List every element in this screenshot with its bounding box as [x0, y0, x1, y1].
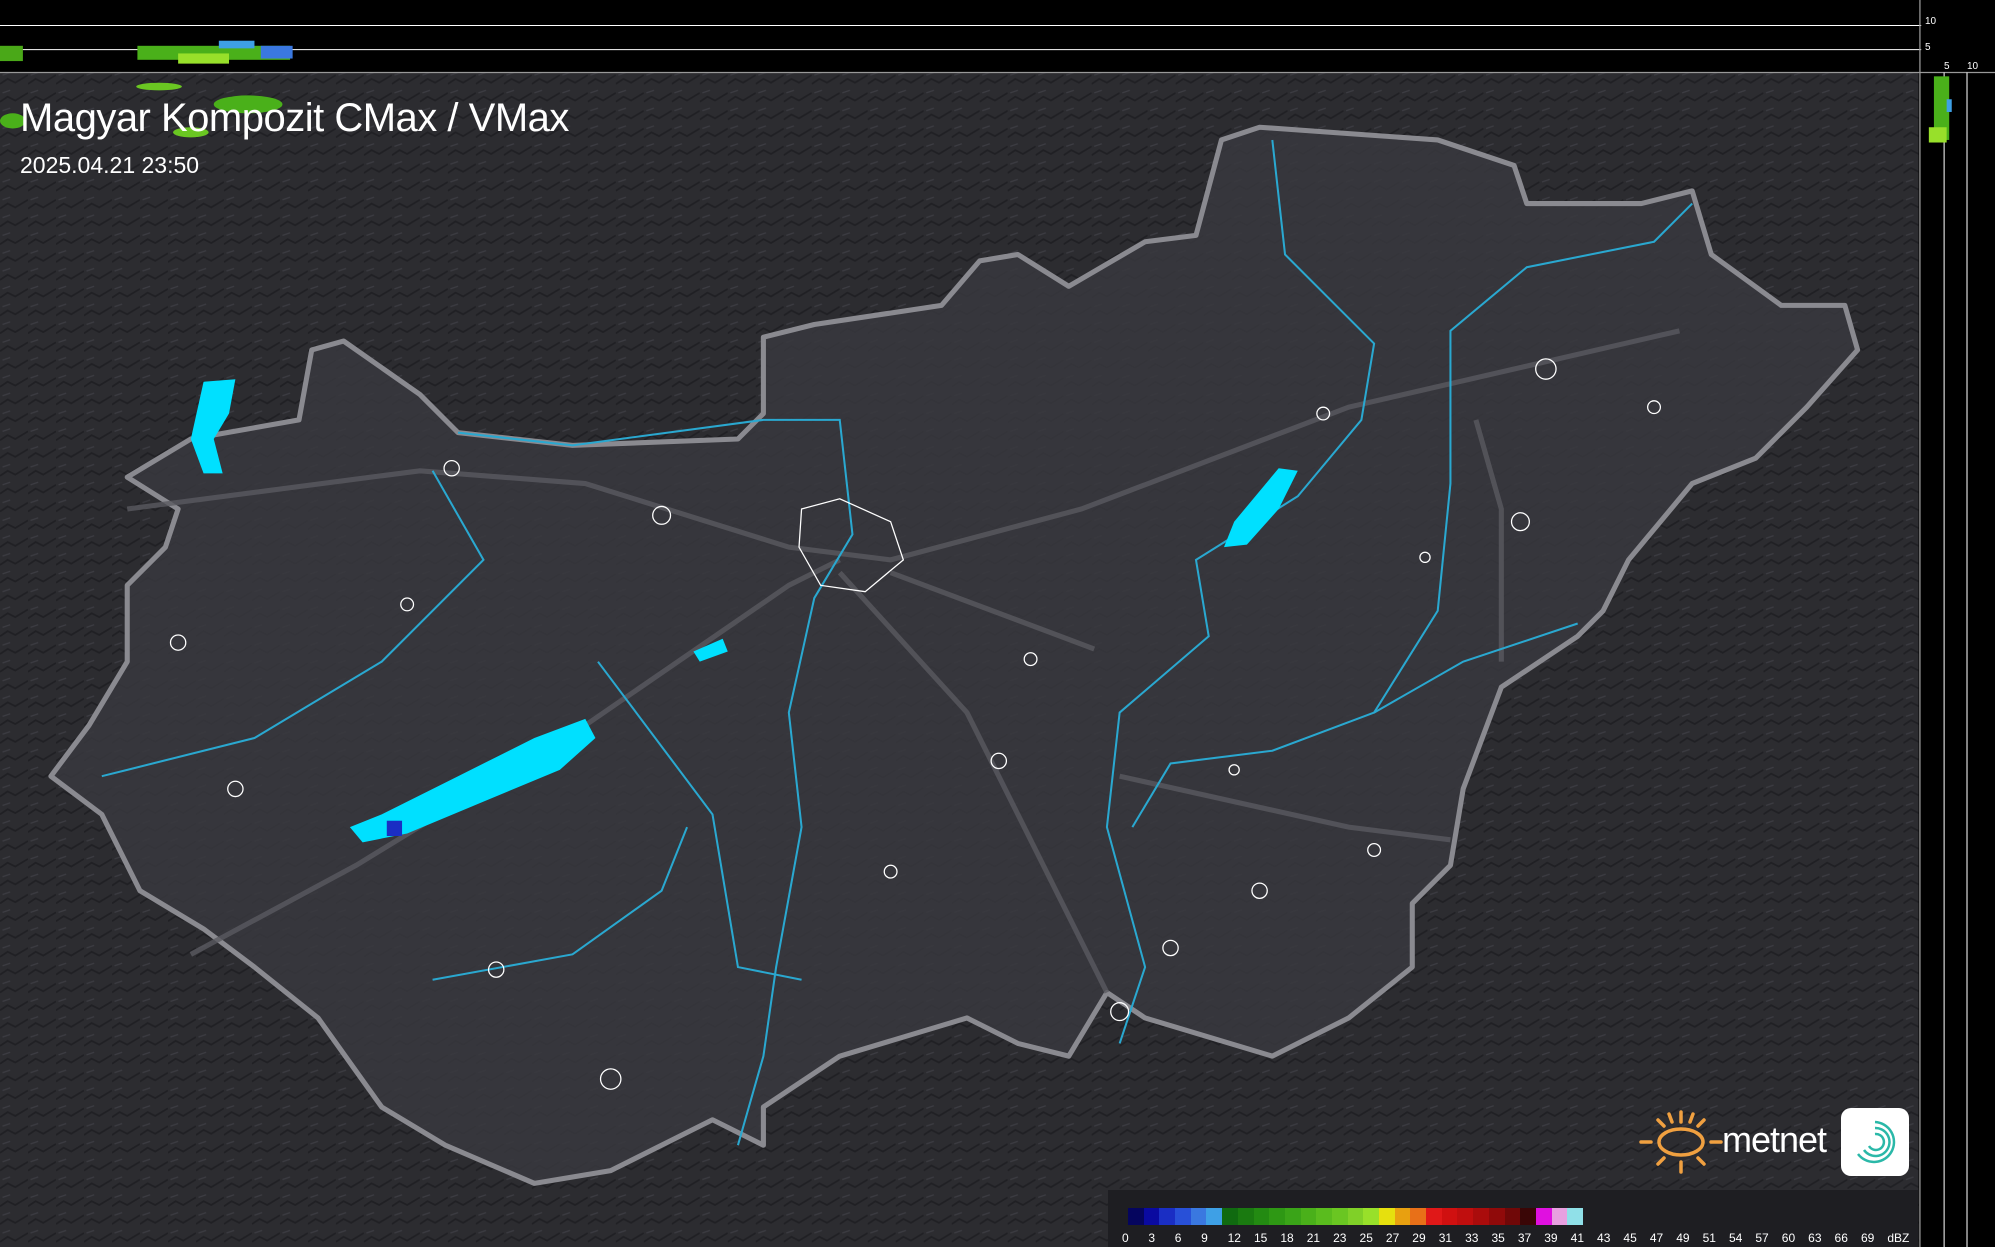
legend-tick: 15: [1253, 1231, 1268, 1245]
legend-tick: 57: [1755, 1231, 1769, 1245]
legend-swatch: [1190, 1208, 1207, 1225]
legend-tick: 43: [1597, 1231, 1611, 1245]
profile-echoes: [0, 40, 1952, 143]
legend-tick: 51: [1702, 1231, 1716, 1245]
legend-swatch: [1394, 1208, 1411, 1225]
legend-tick: 0: [1122, 1231, 1129, 1245]
legend-swatch: [1473, 1208, 1489, 1225]
legend-tick: 41: [1570, 1231, 1584, 1245]
legend-tick: 27: [1385, 1231, 1400, 1245]
dbz-color-legend: 0 3 6 9 12 15 18 21 23 25 27 29 31 33 35 37 39 41 43 45 47 49…: [1108, 1190, 1918, 1247]
profile-tick: 5: [1944, 61, 1950, 72]
rivers: [101, 139, 1693, 1146]
profile-tick: 10: [1925, 16, 1937, 27]
legend-tick: 37: [1517, 1231, 1532, 1245]
legend-tick: 35: [1491, 1231, 1505, 1245]
legend-swatch: [1504, 1208, 1521, 1225]
legend-tick: 54: [1728, 1231, 1743, 1245]
legend-tick: 18: [1280, 1231, 1294, 1245]
lake-velence: [693, 638, 728, 662]
legend-tick: 12: [1227, 1231, 1241, 1245]
legend-color-bar: [1128, 1208, 1583, 1225]
swirl-icon: [1857, 1120, 1896, 1164]
legend-swatch: [1284, 1208, 1301, 1225]
legend-swatch: [1253, 1208, 1270, 1225]
legend-swatch: [1457, 1208, 1474, 1225]
legend-swatch: [1347, 1208, 1364, 1225]
profile-strip-side: [1918, 0, 1995, 1247]
metnet-logo: metnet: [1636, 1104, 1911, 1184]
legend-tick: 49: [1676, 1231, 1690, 1245]
legend-swatch: [1237, 1208, 1254, 1225]
lake-tisza: [1223, 468, 1298, 548]
sun-icon: [1639, 1110, 1723, 1174]
legend-tick: 47: [1649, 1231, 1664, 1245]
legend-swatch: [1426, 1208, 1442, 1225]
legend-swatch: [1316, 1208, 1332, 1225]
lakes: [190, 379, 1298, 843]
map-title: Magyar Kompozit CMax / VMax: [20, 96, 569, 140]
legend-tick: 33: [1465, 1231, 1479, 1245]
legend-swatch: [1206, 1208, 1223, 1225]
logo-wordmark: metnet: [1722, 1119, 1827, 1160]
legend-swatch: [1128, 1208, 1144, 1225]
legend-swatch: [1410, 1208, 1427, 1225]
legend-tick: 66: [1834, 1231, 1848, 1245]
legend-tick: 23: [1333, 1231, 1347, 1245]
legend-tick: 21: [1306, 1231, 1321, 1245]
legend-tick: 69: [1860, 1231, 1875, 1245]
legend-swatch: [1175, 1208, 1191, 1225]
legend-swatch: [1300, 1208, 1317, 1225]
legend-tick: 25: [1359, 1231, 1373, 1245]
legend-swatch: [1159, 1208, 1176, 1225]
legend-swatch: [1363, 1208, 1379, 1225]
radar-echo: [386, 820, 403, 836]
legend-tick: 31: [1438, 1231, 1453, 1245]
legend-swatch: [1331, 1208, 1348, 1225]
legend-ticks: 0 3 6 9 12 15 18 21 23 25 27 29 31 33 35 37 39 41 43 45 47 49…: [1122, 1231, 1914, 1245]
legend-tick: 6: [1174, 1231, 1182, 1245]
legend-swatch: [1143, 1208, 1160, 1225]
legend-swatch: [1520, 1208, 1536, 1225]
legend-swatch: [1551, 1208, 1568, 1225]
legend-tick: 29: [1412, 1231, 1426, 1245]
settlements: [169, 358, 1662, 1090]
legend-swatch: [1488, 1208, 1505, 1225]
legend-tick: 45: [1623, 1231, 1637, 1245]
profile-strip-top: [0, 0, 1995, 73]
legend-swatch: [1222, 1208, 1238, 1225]
radar-echoes: [0, 82, 283, 138]
legend-tick: 39: [1544, 1231, 1558, 1245]
legend-swatch: [1535, 1208, 1552, 1225]
lake-ferto: [190, 379, 236, 474]
legend-unit: dBZ: [1887, 1231, 1910, 1245]
lake-balaton: [349, 718, 596, 843]
hungary-border: [48, 124, 1861, 1186]
legend-tick: 9: [1201, 1231, 1208, 1245]
legend-swatch: [1379, 1208, 1395, 1225]
profile-tick: 5: [1925, 42, 1931, 53]
profile-tick: 10: [1967, 61, 1979, 72]
legend-swatch: [1441, 1208, 1458, 1225]
legend-swatch: [1567, 1208, 1583, 1225]
legend-swatch: [1269, 1208, 1285, 1225]
legend-tick: 63: [1808, 1231, 1822, 1245]
legend-tick: 60: [1781, 1231, 1796, 1245]
legend-tick: 3: [1148, 1231, 1156, 1245]
map-timestamp: 2025.04.21 23:50: [20, 152, 200, 178]
